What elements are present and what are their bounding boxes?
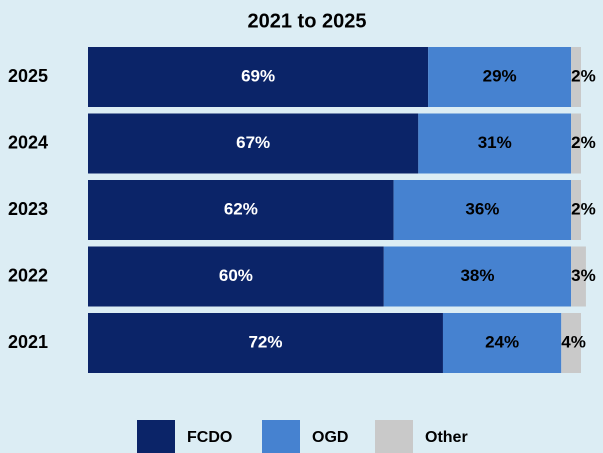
bar-segment [428, 47, 572, 107]
data-label: 24% [485, 332, 519, 351]
legend-swatch [262, 420, 300, 453]
legend-label: FCDO [187, 429, 232, 446]
y-tick-label: 2023 [8, 199, 48, 219]
data-label: 31% [478, 133, 512, 152]
bar-segment [88, 246, 384, 307]
bar-segment [418, 113, 572, 174]
data-label: 38% [460, 266, 494, 285]
legend-swatch [137, 420, 175, 453]
bar-segment [571, 246, 586, 307]
data-label: 69% [241, 66, 275, 85]
bar-segment [442, 313, 562, 373]
data-label: 2% [571, 199, 596, 218]
data-label: 2% [571, 66, 596, 85]
data-label: 3% [571, 266, 596, 285]
data-label: 2% [571, 133, 596, 152]
y-tick-label: 2024 [8, 132, 48, 152]
data-label: 67% [236, 133, 270, 152]
y-tick-label: 2025 [8, 66, 48, 86]
data-label: 4% [561, 332, 586, 351]
data-label: 62% [224, 199, 258, 218]
data-label: 29% [483, 66, 517, 85]
legend-swatch [375, 420, 413, 453]
y-tick-label: 2022 [8, 265, 48, 285]
chart-title: 2021 to 2025 [248, 10, 367, 32]
legend-label: Other [425, 429, 468, 446]
data-label: 72% [248, 332, 282, 351]
bar-segment [571, 180, 581, 240]
bar-segment [88, 47, 429, 107]
data-label: 60% [219, 266, 253, 285]
bar-segment [561, 313, 581, 373]
bar-segment [88, 313, 443, 373]
bar-segment [383, 246, 572, 307]
bar-segment [571, 47, 581, 107]
bar-segment [393, 180, 572, 240]
legend-label: OGD [312, 429, 348, 446]
y-tick-label: 2021 [8, 332, 48, 352]
bar-segment [88, 113, 419, 174]
bar-segment [88, 180, 394, 240]
bar-segment [571, 113, 581, 174]
data-label: 36% [465, 199, 499, 218]
